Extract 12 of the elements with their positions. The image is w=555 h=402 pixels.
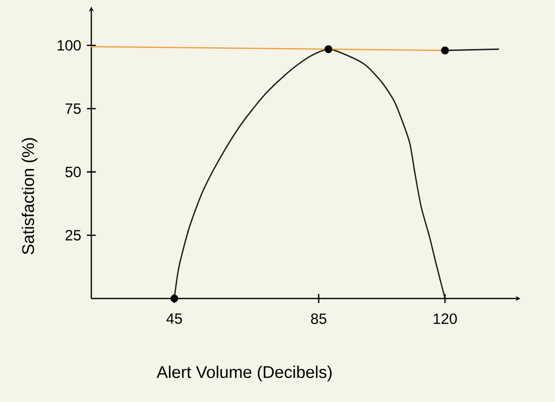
x-tick-label: 45 xyxy=(166,313,182,324)
y-tick-label: 25 xyxy=(66,230,81,240)
y-axis-title: Satisfaction (%) xyxy=(22,138,38,254)
x-tick-label: 85 xyxy=(311,313,326,324)
x-axis-title: Alert Volume (Decibels) xyxy=(156,366,332,382)
y-tick-label: 75 xyxy=(66,103,81,114)
point xyxy=(324,45,332,54)
y-tick-label: 50 xyxy=(65,166,81,178)
point xyxy=(441,46,449,54)
x-tick-label: 120 xyxy=(434,313,457,324)
y-tick-label: 100 xyxy=(58,40,81,51)
point xyxy=(170,294,178,302)
